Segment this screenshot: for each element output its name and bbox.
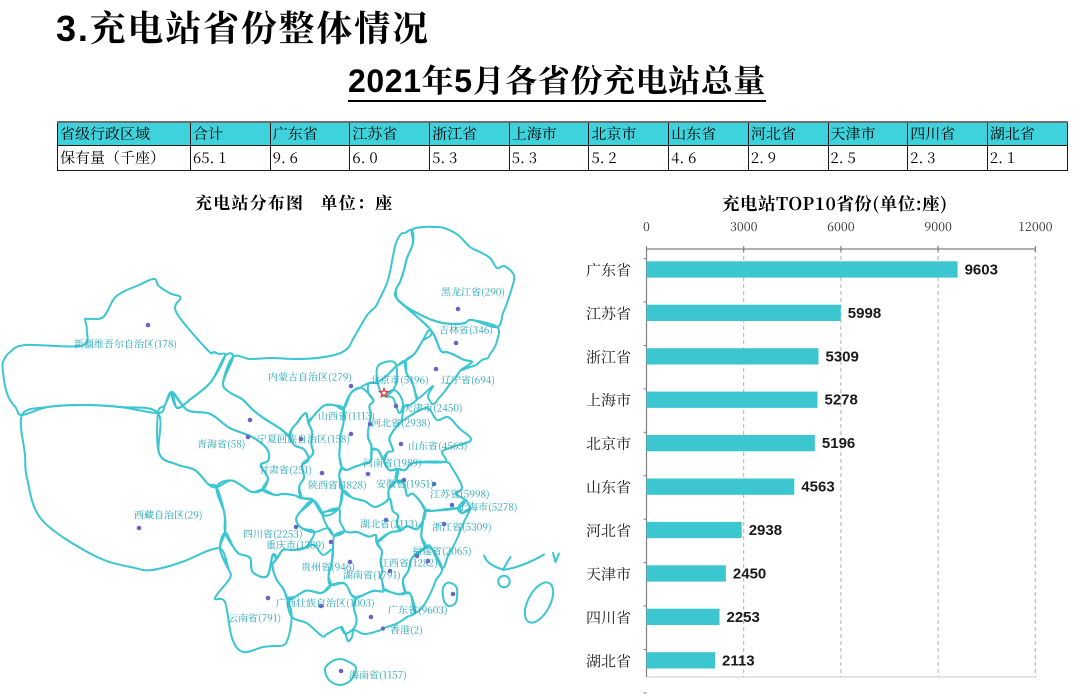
svg-text:北京市(5196): 北京市(5196) — [370, 372, 429, 387]
svg-text:12000: 12000 — [1018, 217, 1053, 235]
svg-text:山东省(4563): 山东省(4563) — [408, 438, 468, 453]
svg-text:黑龙江省(290): 黑龙江省(290) — [441, 284, 505, 299]
svg-text:5278: 5278 — [825, 392, 858, 409]
svg-text:5998: 5998 — [848, 305, 881, 322]
svg-text:西藏自治区(29): 西藏自治区(29) — [134, 507, 202, 522]
svg-text:福建省(2065): 福建省(2065) — [412, 543, 472, 558]
svg-text:海南省(1157): 海南省(1157) — [349, 667, 407, 682]
svg-text:天津市(2450): 天津市(2450) — [403, 400, 463, 415]
svg-text:5196: 5196 — [822, 435, 855, 452]
svg-text:北京市: 北京市 — [586, 433, 631, 454]
svg-text:2938: 2938 — [749, 522, 782, 539]
svg-text:9000: 9000 — [924, 217, 952, 235]
svg-text:重庆市(1289): 重庆市(1289) — [266, 537, 325, 552]
svg-text:山东省: 山东省 — [586, 477, 631, 498]
svg-text:河南省(1989): 河南省(1989) — [363, 455, 422, 470]
svg-text:吉林省(346): 吉林省(346) — [439, 322, 493, 337]
svg-text:湖北省(2113): 湖北省(2113) — [360, 516, 418, 531]
svg-text:甘肃省(251): 甘肃省(251) — [259, 462, 312, 477]
svg-text:贵州省(946): 贵州省(946) — [301, 559, 355, 574]
svg-text:安徽省(1951): 安徽省(1951) — [376, 476, 434, 491]
svg-text:4563: 4563 — [801, 479, 834, 496]
svg-text:山西省(1113): 山西省(1113) — [318, 408, 375, 423]
svg-text:3000: 3000 — [730, 217, 758, 235]
svg-text:香港(2): 香港(2) — [390, 622, 423, 637]
svg-text:宁夏回族自治区(158): 宁夏回族自治区(158) — [257, 431, 350, 446]
svg-text:广东省(9603): 广东省(9603) — [388, 602, 448, 617]
svg-text:江苏省(5998): 江苏省(5998) — [430, 486, 490, 501]
svg-text:5309: 5309 — [826, 348, 859, 365]
svg-text:上海市: 上海市 — [586, 390, 631, 411]
svg-text:浙江省: 浙江省 — [586, 346, 631, 367]
svg-text:陕西省(1828): 陕西省(1828) — [308, 477, 367, 492]
svg-text:天津市: 天津市 — [586, 563, 631, 584]
svg-text:河北省(2938): 河北省(2938) — [371, 415, 431, 430]
svg-text:6000: 6000 — [827, 217, 855, 235]
svg-text:河北省: 河北省 — [586, 520, 631, 541]
svg-text:0: 0 — [643, 217, 650, 235]
svg-text:2450: 2450 — [733, 565, 766, 582]
svg-text:湖北省: 湖北省 — [586, 650, 631, 671]
svg-text:广东省: 广东省 — [586, 259, 631, 280]
svg-text:新疆维吾尔自治区(178): 新疆维吾尔自治区(178) — [74, 336, 177, 351]
svg-text:9603: 9603 — [965, 261, 998, 278]
svg-text:青海省(58): 青海省(58) — [197, 436, 245, 451]
svg-text:上海市(5278): 上海市(5278) — [458, 499, 518, 514]
svg-text:2253: 2253 — [727, 609, 760, 626]
svg-text:辽宁省(694): 辽宁省(694) — [441, 372, 495, 387]
svg-text:江西省(1282): 江西省(1282) — [379, 555, 438, 570]
svg-text:2113: 2113 — [722, 652, 755, 669]
svg-text:四川省: 四川省 — [586, 607, 631, 628]
svg-text:广西壮族自治区(1003): 广西壮族自治区(1003) — [276, 595, 375, 610]
svg-text:江苏省: 江苏省 — [586, 303, 631, 324]
svg-text:内蒙古自治区(279): 内蒙古自治区(279) — [268, 369, 352, 384]
svg-text:云南省(791): 云南省(791) — [228, 610, 281, 625]
svg-text:浙江省(5309): 浙江省(5309) — [432, 519, 492, 534]
svg-text:四川省(2253): 四川省(2253) — [243, 526, 303, 541]
svg-text:湖南省(1791): 湖南省(1791) — [343, 567, 401, 582]
